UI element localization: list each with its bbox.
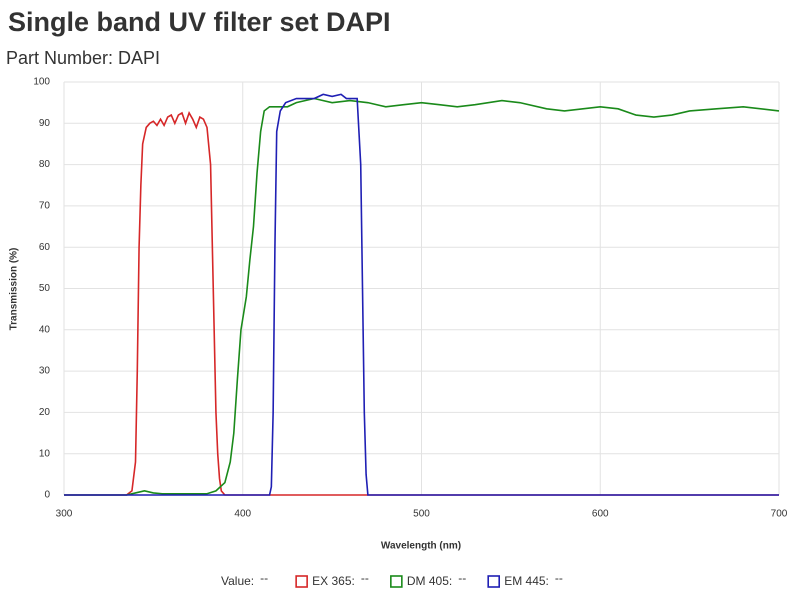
x-axis-label: Wavelength (nm) <box>381 541 461 552</box>
y-tick-label: 60 <box>39 242 51 253</box>
legend-swatch <box>295 575 308 588</box>
series-line <box>64 93 779 496</box>
legend-readout: -- <box>458 571 466 585</box>
y-tick-label: 0 <box>44 490 50 501</box>
legend-label: EX 365: <box>312 574 355 588</box>
y-tick-label: 40 <box>39 324 51 335</box>
legend-value-readout: -- <box>260 571 268 585</box>
legend-readout: -- <box>555 571 563 585</box>
legend-label: EM 445: <box>504 574 549 588</box>
series-line <box>64 111 779 496</box>
x-tick-label: 500 <box>413 509 430 520</box>
y-tick-label: 80 <box>39 159 51 170</box>
chart-subtitle: Part Number: DAPI <box>6 48 160 68</box>
y-tick-label: 100 <box>33 77 50 88</box>
y-tick-label: 20 <box>39 407 51 418</box>
x-tick-label: 300 <box>56 509 73 520</box>
x-tick-label: 700 <box>771 509 788 520</box>
legend-swatch <box>390 575 403 588</box>
y-tick-label: 50 <box>39 283 51 294</box>
legend-readout: -- <box>361 571 369 585</box>
y-tick-label: 30 <box>39 366 51 377</box>
y-tick-label: 70 <box>39 201 51 212</box>
chart-title: Single band UV filter set DAPI <box>8 7 391 37</box>
y-tick-label: 90 <box>39 118 51 129</box>
y-axis-label: Transmission (%) <box>9 248 20 331</box>
x-tick-label: 400 <box>234 509 251 520</box>
y-tick-label: 10 <box>39 448 51 459</box>
legend-value-label: Value: <box>221 574 254 588</box>
series-line <box>64 97 780 496</box>
legend-swatch <box>487 575 501 588</box>
legend-label: DM 405: <box>407 574 452 588</box>
x-tick-label: 600 <box>592 509 609 520</box>
